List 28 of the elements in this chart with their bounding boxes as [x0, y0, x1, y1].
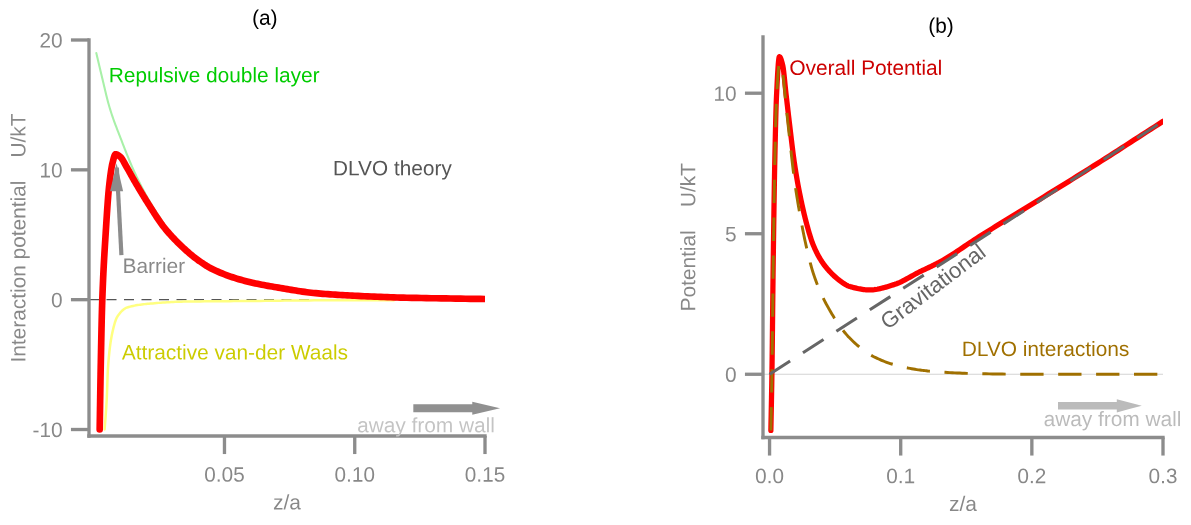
- x-tick-label: 0.05: [205, 467, 244, 482]
- x-tick-label: 0.15: [465, 467, 505, 482]
- y-axis-title: Potential U/kT: [680, 163, 696, 310]
- annotation: away from wall: [1044, 410, 1181, 431]
- annotation: away from wall: [358, 417, 494, 437]
- y-tick-label: 0: [725, 367, 736, 383]
- x-tick-label: 0.0: [755, 468, 784, 484]
- chart-title: (a): [253, 9, 277, 30]
- x-tick-label: 0.1: [887, 468, 915, 484]
- x-axis-title: z/a: [949, 495, 977, 512]
- y-axis-title: Interaction potential U/kT: [10, 113, 30, 361]
- x-tick-label: 0.3: [1149, 468, 1177, 484]
- annotation: Barrier: [124, 257, 185, 274]
- chart-title: (b): [929, 17, 953, 37]
- y-tick-label: -10: [33, 422, 62, 438]
- y-tick-label: 5: [725, 226, 736, 242]
- series-label: Attractive van-der Waals: [121, 344, 348, 360]
- y-tick-label: 0: [51, 292, 62, 308]
- x-tick-label: 0.10: [335, 467, 375, 482]
- y-tick-label: 20: [40, 33, 62, 48]
- series-label: DLVO interactions: [963, 340, 1129, 357]
- series-label: Repulsive double layer: [110, 67, 320, 87]
- series-label: Overall Potential: [790, 59, 941, 76]
- y-tick-label: 10: [41, 162, 62, 178]
- y-tick-label: 10: [715, 86, 736, 101]
- annotation: DLVO theory: [334, 160, 452, 180]
- x-axis-title: z/a: [273, 494, 301, 510]
- x-tick-label: 0.2: [1018, 468, 1046, 484]
